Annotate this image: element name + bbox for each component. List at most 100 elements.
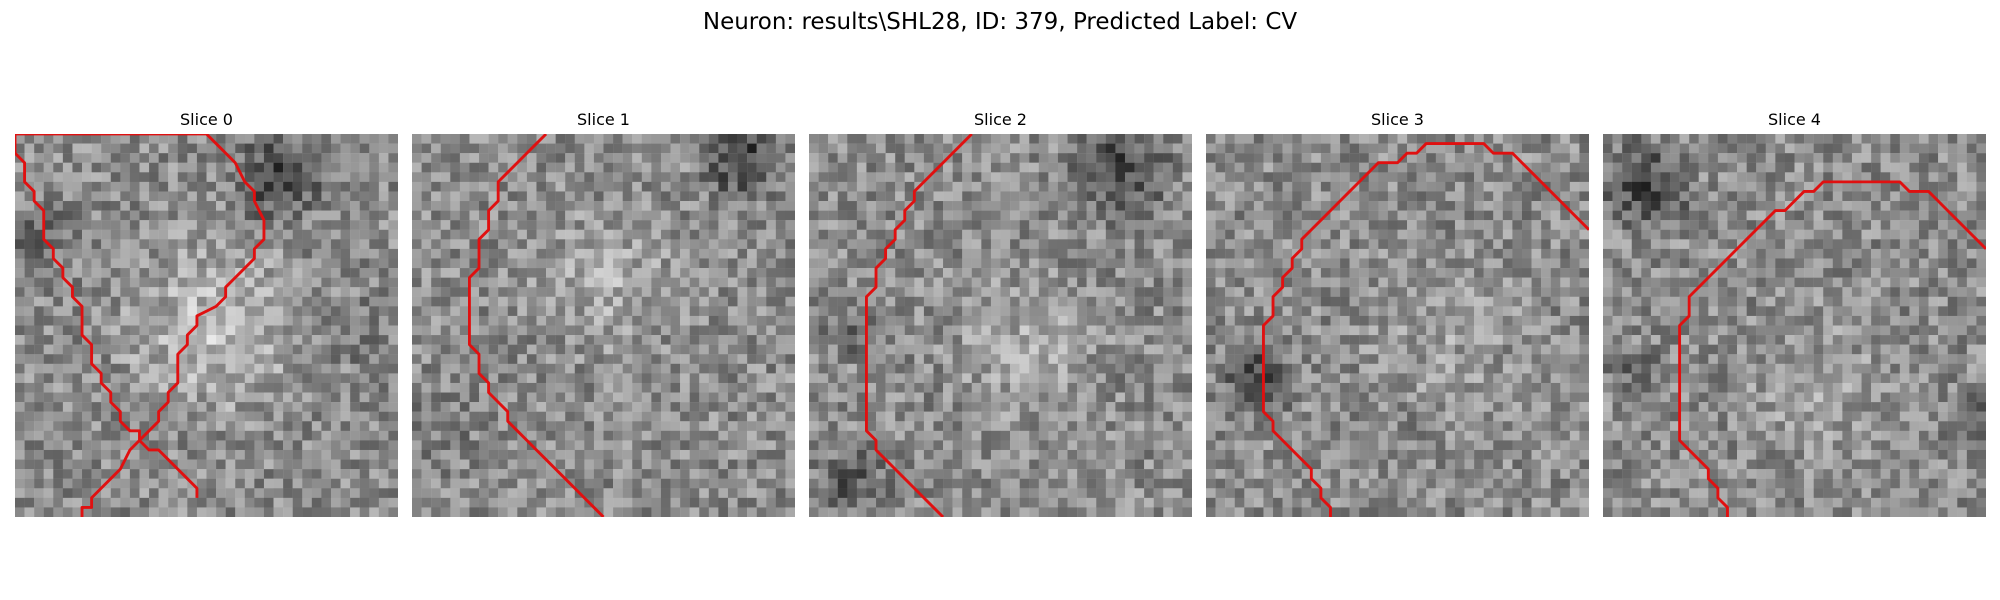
pixel [350,248,360,259]
pixel [885,430,896,441]
pixel [593,153,604,163]
pixel [718,315,729,326]
pixel [962,440,972,451]
pixel [91,201,102,211]
pixel [388,478,398,489]
pixel [82,287,92,297]
pixel [1172,459,1183,470]
pixel [235,162,245,173]
pixel [1019,172,1030,183]
pixel [1502,134,1513,144]
pixel [488,268,499,278]
pixel [952,392,963,403]
pixel [498,296,508,307]
pixel [689,162,700,173]
pixel [292,440,303,451]
pixel [1172,430,1183,441]
pixel [895,239,905,250]
pixel [273,210,284,221]
pixel [847,488,858,499]
pixel [593,344,604,355]
slice-panel-1: Slice 1 [412,110,795,517]
pixel [321,478,332,489]
slice-title: Slice 0 [180,110,233,129]
pixel [680,201,690,211]
pixel [727,363,738,374]
pixel [149,354,159,364]
pixel [350,315,360,326]
pixel [311,258,322,269]
pixel [1000,315,1011,326]
pixel [1134,181,1145,192]
pixel [369,440,380,451]
pixel [680,248,690,259]
pixel [613,277,623,288]
pixel [737,134,748,144]
pixel [101,201,111,211]
pixel [727,306,738,317]
pixel [1096,335,1107,345]
pixel [53,497,64,508]
pixel [1182,143,1192,154]
pixel [876,181,886,192]
pixel [828,440,838,451]
pixel [1234,162,1245,173]
pixel [952,239,963,250]
pixel [828,172,838,183]
pixel [565,191,575,202]
pixel [1172,220,1183,230]
pixel [177,229,188,240]
pixel [359,134,370,144]
pixel [766,296,777,307]
pixel [809,469,819,479]
pixel [914,478,925,489]
pixel [1215,162,1226,173]
pixel [670,306,681,317]
pixel [737,143,748,154]
pixel [283,421,293,432]
pixel [359,296,370,307]
pixel [1397,134,1408,144]
pixel [756,181,767,192]
pixel [34,134,44,144]
pixel [1019,315,1030,326]
pixel [885,488,896,499]
pixel [670,268,681,278]
pixel [120,172,131,183]
pixel [962,344,972,355]
pixel [584,469,595,479]
pixel [914,143,925,154]
pixel [62,268,73,278]
pixel [1115,354,1126,364]
pixel [129,507,140,517]
pixel [747,363,757,374]
pixel [1163,344,1174,355]
pixel [756,201,767,211]
pixel [469,277,480,288]
pixel [388,268,398,278]
pixel [263,507,274,517]
pixel [283,296,293,307]
pixel [273,497,284,508]
pixel [273,449,284,460]
pixel [885,449,896,460]
pixel [479,488,489,499]
pixel [574,344,585,355]
pixel [15,325,25,336]
pixel [450,325,461,336]
pixel [847,229,858,240]
pixel [216,402,226,412]
pixel [756,172,767,183]
pixel [689,497,700,508]
pixel [1105,344,1116,355]
pixel [680,229,690,240]
pixel [129,363,140,374]
pixel [574,191,585,202]
pixel [216,220,226,230]
pixel [1387,134,1398,144]
pixel [866,315,877,326]
pixel [603,325,614,336]
pixel [1029,373,1039,384]
pixel [1521,153,1532,163]
pixel [603,229,614,240]
